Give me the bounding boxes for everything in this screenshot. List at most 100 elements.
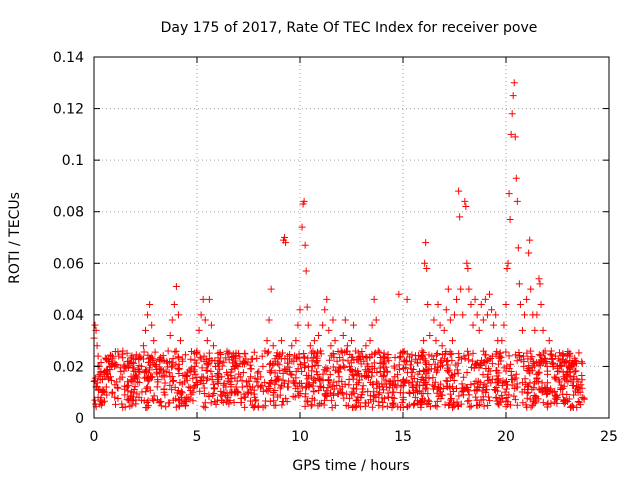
- data-point: [370, 295, 378, 303]
- data-point: [259, 387, 267, 395]
- data-point: [114, 395, 122, 403]
- data-point: [460, 373, 468, 381]
- y-tick-label: 0.12: [53, 102, 84, 118]
- data-point: [328, 404, 336, 412]
- data-point: [281, 365, 289, 373]
- data-point: [323, 295, 331, 303]
- data-point: [479, 347, 487, 355]
- data-point: [257, 373, 265, 381]
- data-point: [308, 362, 316, 370]
- data-point: [316, 375, 324, 383]
- data-point: [311, 377, 319, 385]
- data-point: [536, 352, 544, 360]
- data-point: [238, 383, 246, 391]
- data-point: [340, 394, 348, 402]
- data-point: [422, 384, 430, 392]
- data-point: [527, 285, 535, 293]
- data-point: [111, 400, 119, 408]
- data-point: [113, 378, 121, 386]
- data-point: [208, 372, 216, 380]
- data-point: [301, 402, 309, 410]
- data-point: [334, 348, 342, 356]
- data-point: [523, 349, 531, 357]
- data-point: [263, 337, 271, 345]
- data-point: [189, 388, 197, 396]
- data-point: [350, 356, 358, 364]
- axis-tick-labels: 0 5 10 15 20 25 0 0.02 0.04 0.06 0.08 0.1 0.12 0.14: [53, 50, 618, 445]
- data-point: [279, 369, 287, 377]
- data-point: [346, 366, 354, 374]
- data-point: [324, 384, 332, 392]
- data-point: [469, 349, 477, 357]
- data-point: [100, 368, 108, 376]
- data-point: [524, 388, 532, 396]
- data-point: [159, 352, 167, 360]
- data-point: [350, 403, 358, 411]
- data-point: [482, 365, 490, 373]
- data-point: [205, 295, 213, 303]
- data-point: [384, 354, 392, 362]
- data-point: [138, 388, 146, 396]
- data-point: [440, 326, 448, 334]
- data-point: [502, 348, 510, 356]
- data-point: [171, 348, 179, 356]
- data-point: [183, 393, 191, 401]
- data-point: [539, 326, 547, 334]
- data-point: [298, 384, 306, 392]
- data-point: [251, 393, 259, 401]
- data-point: [222, 383, 230, 391]
- data-point: [191, 356, 199, 364]
- data-point: [175, 370, 183, 378]
- data-point: [111, 362, 119, 370]
- data-point: [423, 369, 431, 377]
- data-point: [251, 397, 259, 405]
- data-point: [503, 264, 511, 272]
- data-point: [200, 384, 208, 392]
- data-point: [401, 364, 409, 372]
- data-point: [372, 393, 380, 401]
- data-point: [554, 368, 561, 376]
- data-point: [218, 397, 226, 405]
- data-point: [463, 259, 471, 267]
- data-point: [405, 379, 413, 387]
- data-point: [513, 357, 521, 365]
- data-point: [568, 402, 576, 410]
- data-point: [570, 391, 578, 399]
- data-point: [234, 388, 242, 396]
- data-point: [247, 365, 255, 373]
- data-point: [129, 388, 137, 396]
- data-point: [282, 239, 290, 247]
- data-point: [338, 349, 346, 357]
- data-point: [505, 190, 513, 198]
- data-point: [211, 384, 219, 392]
- data-point: [425, 398, 433, 406]
- data-point: [415, 368, 423, 376]
- data-point: [292, 374, 300, 382]
- data-point: [516, 301, 524, 309]
- data-point: [267, 285, 275, 293]
- data-point: [113, 383, 121, 391]
- data-point: [399, 403, 407, 411]
- data-point: [304, 375, 312, 383]
- data-point: [179, 357, 187, 365]
- data-point: [301, 362, 309, 370]
- data-point: [526, 395, 534, 403]
- data-point: [200, 402, 208, 410]
- data-point: [380, 386, 388, 394]
- data-point: [211, 397, 219, 405]
- data-point: [310, 337, 318, 345]
- data-point: [551, 375, 559, 383]
- data-point: [465, 397, 473, 405]
- data-point: [313, 348, 321, 356]
- x-tick-label: 5: [193, 429, 202, 445]
- data-point: [379, 352, 387, 360]
- data-point: [102, 383, 110, 391]
- data-point: [486, 367, 494, 375]
- data-point: [498, 391, 506, 399]
- data-point: [473, 360, 481, 368]
- data-point: [201, 399, 209, 407]
- data-point: [286, 368, 294, 376]
- data-point: [302, 390, 310, 398]
- data-point: [140, 369, 148, 377]
- data-point: [473, 396, 481, 404]
